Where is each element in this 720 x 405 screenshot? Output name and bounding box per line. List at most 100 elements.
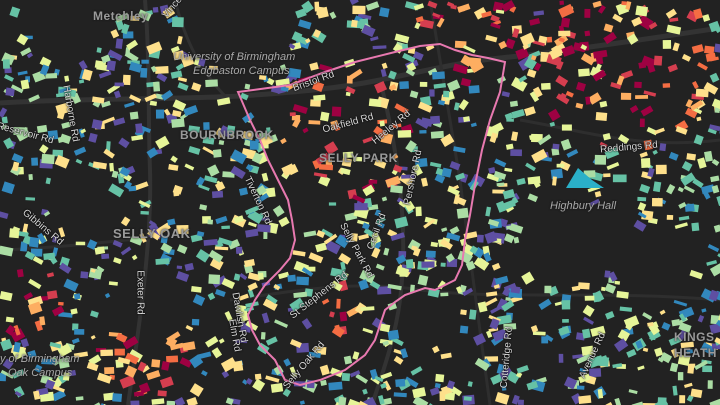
building-plot [648, 21, 658, 30]
building-plot [501, 385, 507, 391]
building-plot [541, 336, 549, 344]
building-plot [171, 118, 185, 128]
building-plot [362, 388, 368, 395]
building-plot [510, 285, 521, 294]
building-plot [474, 357, 490, 371]
building-plot [558, 30, 571, 37]
building-plot [646, 126, 658, 136]
building-plot [234, 339, 248, 344]
building-plot [683, 382, 693, 388]
building-plot [392, 123, 402, 129]
building-plot [23, 292, 34, 301]
building-plot [549, 47, 563, 60]
building-plot [214, 246, 229, 251]
building-plot [635, 94, 649, 99]
building-plot [659, 143, 667, 152]
building-plot [135, 123, 143, 134]
building-plot [39, 56, 52, 68]
building-plot [410, 366, 423, 376]
building-plot [643, 139, 653, 151]
building-plot [493, 284, 500, 290]
building-plot [686, 349, 694, 355]
building-plot [446, 232, 461, 242]
building-plot [708, 289, 720, 302]
building-plot [368, 98, 382, 108]
building-plot [91, 119, 103, 130]
building-plot [349, 68, 363, 80]
building-plot [101, 116, 116, 125]
building-plot [168, 164, 179, 171]
building-plot [602, 132, 611, 141]
building-plot [1, 116, 8, 124]
building-plot [655, 164, 667, 175]
building-plot [440, 292, 449, 297]
building-plot [258, 74, 267, 81]
building-plot [504, 112, 514, 121]
building-plot [491, 262, 501, 271]
building-plot [614, 397, 622, 405]
building-plot [140, 67, 148, 78]
building-plot [612, 363, 623, 369]
building-plot [205, 79, 218, 88]
building-plot [266, 77, 275, 86]
building-plot [203, 239, 218, 246]
building-plot [394, 216, 409, 229]
building-plot [288, 43, 296, 50]
building-plot [433, 82, 446, 89]
building-plot [501, 0, 516, 12]
building-plot [46, 272, 55, 278]
building-plot [453, 102, 460, 111]
building-plot [419, 18, 435, 29]
building-plot [208, 249, 224, 263]
building-plot [297, 35, 309, 45]
building-plot [230, 165, 246, 180]
building-plot [9, 228, 20, 239]
building-plot [230, 149, 248, 165]
building-plot [302, 127, 309, 134]
building-plot [493, 170, 507, 180]
building-plot [160, 242, 173, 254]
building-plot [273, 283, 281, 291]
building-plot [0, 211, 9, 220]
building-plot [395, 378, 406, 388]
building-plot [51, 389, 66, 402]
building-plot [0, 372, 7, 382]
building-plot [383, 247, 390, 256]
building-plot [36, 124, 48, 133]
building-plot [487, 218, 500, 227]
building-plot [716, 193, 720, 206]
building-plot [489, 318, 500, 330]
building-plot [37, 232, 47, 244]
building-plot [5, 324, 16, 336]
building-plot [185, 325, 194, 331]
building-plot [177, 82, 189, 91]
building-plot [4, 74, 14, 82]
building-plot [613, 338, 629, 352]
building-plot [626, 348, 637, 358]
building-plot [334, 324, 342, 335]
building-plot [454, 40, 467, 49]
building-plot [72, 323, 79, 331]
building-plot [662, 83, 671, 88]
building-plot [362, 136, 374, 144]
building-plot [532, 40, 545, 47]
building-plot [415, 206, 422, 217]
building-plot [551, 147, 560, 156]
building-plot [552, 176, 557, 186]
building-plot [599, 100, 608, 108]
building-plot [565, 90, 574, 98]
building-plot [281, 163, 296, 177]
building-plot [439, 391, 446, 402]
building-plot [709, 124, 720, 132]
building-plot [155, 109, 165, 119]
building-plot [412, 51, 424, 61]
building-plot [0, 291, 13, 302]
building-plot [78, 79, 85, 84]
building-plot [319, 364, 330, 376]
building-plot [177, 76, 188, 83]
building-plot [150, 65, 157, 73]
building-plot [703, 191, 711, 200]
building-plot [670, 348, 679, 359]
